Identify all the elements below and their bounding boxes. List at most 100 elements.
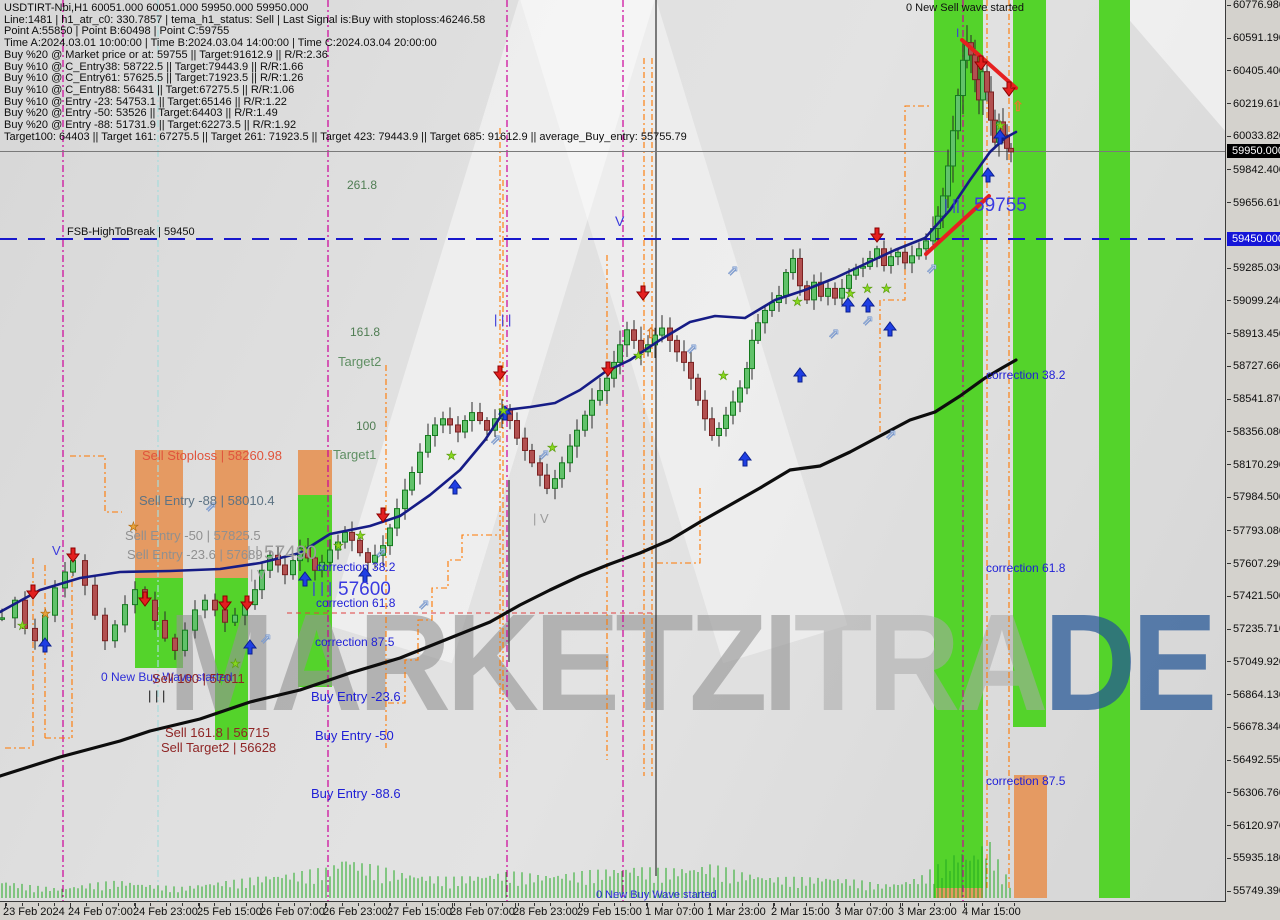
candle-body — [723, 414, 729, 429]
star-signal-icon: ★ — [446, 449, 457, 463]
current-price-badge: 59950.000 — [1227, 144, 1280, 158]
candle-body — [895, 251, 901, 258]
chart-canvas[interactable]: MARKETZITRADE ★ ★ ★ ★ ★ ★ ★ ★ ★ ★ ★ ★ ★ ★ ★ ★ ★ ⇗ ⇗ ⇗ ⇗ ⇗ ⇗ ⇗ ⇗ ⇗… — [0, 0, 1226, 902]
trendline — [924, 194, 991, 256]
chart-label: 100 — [356, 419, 377, 433]
candle-body — [902, 251, 908, 264]
sell-zone — [1014, 775, 1047, 898]
info-line: Buy %10 @ C_Entry61: 57625.5 || Target:7… — [4, 72, 304, 85]
chart-label: 57600 — [338, 579, 391, 600]
candle-body — [252, 589, 258, 606]
candle-body — [552, 478, 558, 489]
price-axis[interactable]: 60776.980 60591.190 60405.400 60219.610 6003… — [1227, 0, 1280, 902]
info-line: Line:1481 | h1_atr_c0: 330.7857 | tema_h… — [4, 13, 486, 26]
price-tick-label: 56120.970 — [1233, 819, 1280, 832]
time-axis[interactable]: 23 Feb 2024 24 Feb 07:00 24 Feb 23:00 25 Fe… — [0, 903, 1280, 920]
channel-step-line — [657, 488, 701, 564]
slow-ma-line — [0, 358, 1018, 778]
time-tick — [647, 903, 648, 908]
sell-arrow-icon — [636, 285, 650, 301]
price-tick-label: 58913.450 — [1233, 327, 1280, 340]
watermark: MARKETZITRADE — [168, 594, 1217, 732]
chart-label: correction 38.2 — [316, 560, 396, 574]
price-tick-label: 59285.030 — [1233, 262, 1280, 275]
info-line: Target100: 64403 || Target 161: 67275.5 … — [4, 130, 687, 143]
time-tick-label: 24 Feb 23:00 — [133, 906, 198, 918]
candle-body — [762, 309, 768, 324]
time-minor-tick — [982, 903, 983, 906]
time-minor-tick — [230, 903, 231, 906]
candle-body — [417, 451, 423, 474]
time-tick-label: 28 Feb 07:00 — [450, 906, 515, 918]
fsb-price-badge: 59450.000 — [1227, 232, 1280, 246]
buy-arrow-icon — [448, 479, 462, 495]
candle-body — [604, 377, 610, 392]
candle-body — [730, 401, 736, 416]
hollow-arrow-icon: ⇗ — [862, 313, 874, 329]
chart-label: | | — [247, 544, 259, 561]
star-signal-icon: ★ — [40, 607, 51, 621]
candle-body — [232, 614, 238, 623]
time-minor-tick — [710, 903, 711, 906]
chart-label: | | | — [312, 580, 333, 597]
candle-body — [182, 629, 188, 651]
candle-body — [402, 489, 408, 510]
star-signal-icon: ★ — [862, 282, 873, 296]
price-tick — [1227, 365, 1231, 367]
chart-label: Sell Target2 | 56628 — [161, 740, 277, 755]
candle-body — [282, 564, 288, 576]
buy-zone — [934, 0, 983, 898]
price-tick-label: 60033.820 — [1233, 130, 1280, 143]
hollow-arrow-icon: ⇗ — [885, 427, 897, 443]
candle-body — [617, 344, 623, 363]
hollow-arrow-icon: ⇗ — [828, 326, 840, 342]
candle-body — [522, 437, 528, 451]
candle-body — [409, 472, 415, 491]
price-tick — [1227, 759, 1231, 761]
candle-body — [624, 329, 630, 346]
time-minor-tick — [22, 903, 23, 906]
candle-body — [22, 599, 28, 629]
time-tick — [837, 903, 838, 908]
chart-label: 161.8 — [350, 325, 381, 339]
channel-step-line — [70, 455, 122, 513]
time-minor-tick — [550, 903, 551, 906]
price-tick — [1227, 694, 1231, 696]
time-minor-tick — [86, 903, 87, 906]
time-tick — [325, 903, 326, 908]
time-tick-label: 3 Mar 07:00 — [835, 906, 894, 918]
time-minor-tick — [614, 903, 615, 906]
candle-body — [888, 256, 894, 267]
price-tick-label: 56492.550 — [1233, 754, 1280, 767]
hollow-arrow-icon: ⇗ — [418, 597, 430, 613]
candle-body — [92, 584, 98, 616]
time-tick-label: 3 Mar 23:00 — [898, 906, 957, 918]
candle-body — [582, 414, 588, 431]
price-tick — [1227, 300, 1231, 302]
star-signal-icon: ★ — [547, 441, 558, 455]
candle-body — [447, 418, 453, 426]
candle-body — [702, 399, 708, 420]
hollow-arrow-icon: ⇗ — [926, 261, 938, 277]
price-tick-label: 56864.130 — [1233, 688, 1280, 701]
buy-arrow-icon — [38, 637, 52, 653]
time-minor-tick — [134, 903, 135, 906]
sell-zone — [135, 450, 183, 578]
time-tick-label: 23 Feb 2024 — [3, 906, 65, 918]
price-tick-label: 57793.080 — [1233, 524, 1280, 537]
star-signal-icon: ★ — [333, 539, 344, 553]
candle-body — [681, 351, 687, 363]
price-tick — [1227, 135, 1231, 137]
candle-body — [846, 274, 852, 289]
price-tick-label: 59656.610 — [1233, 196, 1280, 209]
hollow-arrow-icon: ⇗ — [686, 341, 698, 357]
time-minor-tick — [54, 903, 55, 906]
time-minor-tick — [182, 903, 183, 906]
time-minor-tick — [646, 903, 647, 906]
price-tick-label: 57049.920 — [1233, 655, 1280, 668]
candle-body — [674, 339, 680, 353]
time-minor-tick — [566, 903, 567, 906]
signal-zones — [135, 0, 1130, 898]
candle-body — [529, 449, 535, 464]
